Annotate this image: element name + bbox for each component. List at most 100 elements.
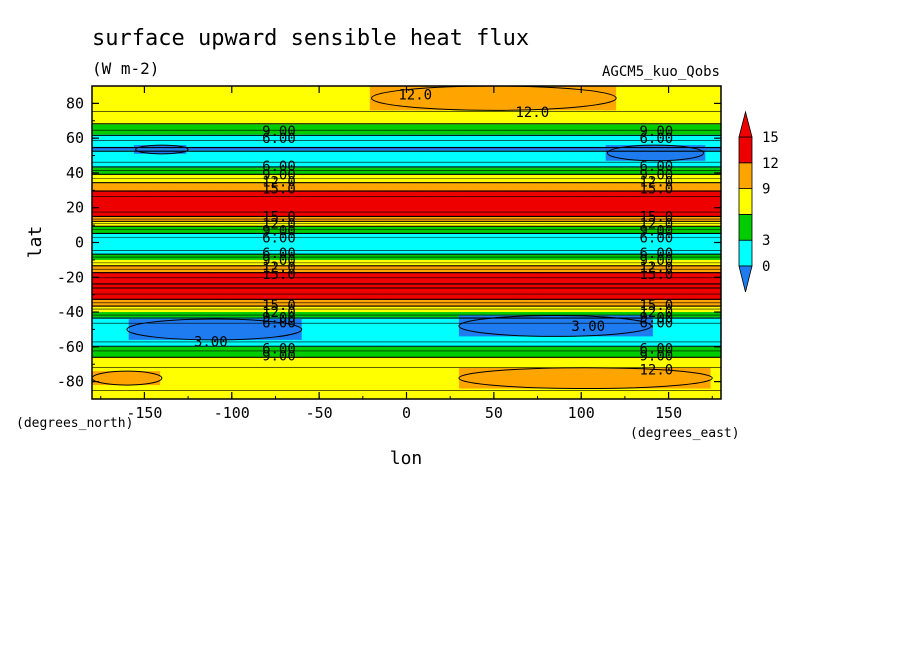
field-cell xyxy=(464,155,470,158)
field-cell xyxy=(521,87,528,90)
field-cell xyxy=(464,112,470,115)
field-cell xyxy=(359,87,365,90)
field-cell xyxy=(306,124,313,127)
field-cell xyxy=(516,98,523,101)
field-cell xyxy=(223,103,229,106)
field-cell xyxy=(396,120,402,123)
field-cell xyxy=(112,152,119,155)
field-cell xyxy=(170,105,177,108)
field-cell xyxy=(710,152,717,155)
field-cell xyxy=(605,105,612,108)
field-cell xyxy=(401,101,407,104)
field-cell xyxy=(679,94,685,97)
field-cell xyxy=(694,131,701,134)
field-cell xyxy=(385,124,392,127)
field-cell xyxy=(495,91,502,94)
field-cell xyxy=(642,153,649,156)
field-cell xyxy=(589,98,596,101)
field-cell xyxy=(280,91,287,94)
field-cell xyxy=(264,138,271,141)
field-cell xyxy=(485,125,491,129)
field-cell xyxy=(458,92,465,96)
field-cell xyxy=(380,141,386,144)
field-cell xyxy=(275,129,282,132)
field-cell xyxy=(160,131,166,134)
field-cell xyxy=(516,129,523,132)
field-cell xyxy=(568,138,575,141)
field-cell xyxy=(568,98,575,101)
field-cell xyxy=(149,115,156,118)
field-cell xyxy=(364,132,371,136)
field-cell xyxy=(626,124,633,127)
field-cell xyxy=(595,117,601,120)
field-cell xyxy=(537,120,544,123)
field-cell xyxy=(568,113,575,116)
field-cell xyxy=(553,105,559,108)
field-cell xyxy=(610,113,617,116)
field-cell xyxy=(401,99,407,103)
field-cell xyxy=(469,124,476,127)
field-cell xyxy=(181,87,187,90)
field-cell xyxy=(684,127,690,130)
field-cell xyxy=(223,105,229,108)
field-cell xyxy=(626,129,633,132)
field-cell xyxy=(637,98,643,101)
field-cell xyxy=(285,119,292,122)
field-cell xyxy=(600,129,607,132)
field-cell xyxy=(301,96,308,99)
field-cell xyxy=(516,141,523,144)
field-cell xyxy=(348,138,355,141)
field-cell xyxy=(584,117,591,120)
field-cell xyxy=(223,143,229,146)
field-cell xyxy=(448,103,455,106)
field-cell xyxy=(359,127,365,130)
field-cell xyxy=(416,119,423,122)
field-cell xyxy=(123,153,130,156)
field-cell xyxy=(212,141,219,144)
field-cell xyxy=(715,145,722,148)
field-cell xyxy=(621,89,628,92)
field-cell xyxy=(689,99,696,103)
field-cell xyxy=(626,96,633,99)
field-cell xyxy=(139,94,145,97)
field-cell xyxy=(97,139,103,143)
field-cell xyxy=(464,153,470,156)
field-cell xyxy=(411,115,418,118)
field-cell xyxy=(485,129,491,132)
field-cell xyxy=(673,108,680,111)
field-cell xyxy=(186,117,192,120)
field-cell xyxy=(291,105,297,108)
field-cell xyxy=(186,103,192,106)
field-cell xyxy=(285,98,292,101)
field-cell xyxy=(532,152,538,155)
field-cell xyxy=(133,106,140,110)
field-cell xyxy=(359,136,365,139)
field-cell xyxy=(453,105,460,108)
field-cell xyxy=(396,148,402,151)
field-cell xyxy=(118,86,124,89)
field-cell xyxy=(715,131,722,134)
field-cell xyxy=(579,92,586,96)
field-cell xyxy=(542,139,549,143)
field-cell xyxy=(647,106,654,110)
field-cell xyxy=(364,143,371,146)
field-cell xyxy=(123,127,130,130)
field-cell xyxy=(207,155,213,158)
field-cell xyxy=(621,155,628,158)
field-cell xyxy=(139,129,145,132)
field-cell xyxy=(631,153,638,156)
field-cell xyxy=(364,94,371,97)
field-cell xyxy=(532,120,538,123)
field-cell xyxy=(474,125,481,129)
field-cell xyxy=(369,105,376,108)
field-cell xyxy=(259,153,266,156)
field-cell xyxy=(705,139,711,143)
field-cell xyxy=(642,125,649,129)
field-cell xyxy=(621,112,628,115)
field-cell xyxy=(92,139,98,143)
field-cell xyxy=(327,152,334,155)
field-cell xyxy=(285,153,292,156)
field-cell xyxy=(600,120,607,123)
field-cell xyxy=(223,132,229,136)
field-cell xyxy=(464,117,470,120)
